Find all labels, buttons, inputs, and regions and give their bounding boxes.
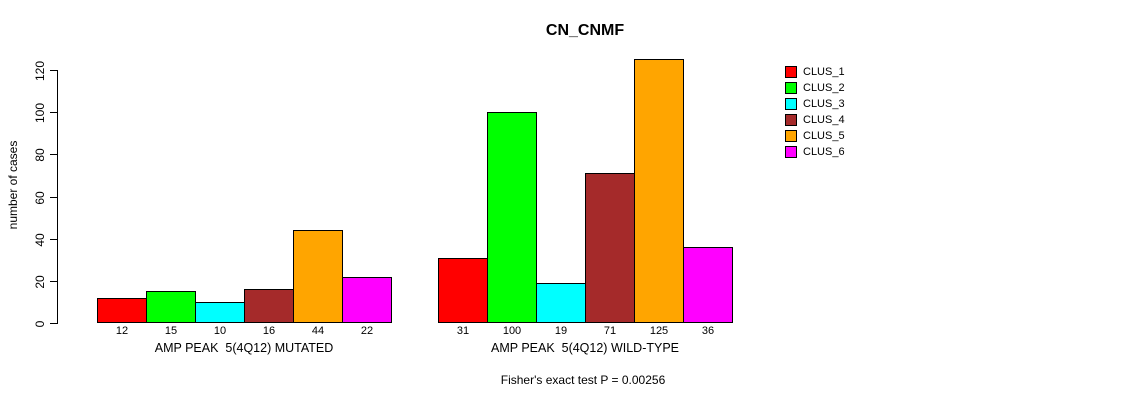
bar-clus_3 xyxy=(536,283,586,323)
bar-value-label: 12 xyxy=(115,325,129,337)
legend-item: CLUS_4 xyxy=(785,112,845,128)
legend-swatch-clus_4 xyxy=(785,114,797,126)
y-axis-line xyxy=(57,70,58,324)
bar-value-label: 44 xyxy=(311,325,325,337)
bar-value-label: 36 xyxy=(701,325,715,337)
bar-value-label: 22 xyxy=(360,325,374,337)
y-axis-tick-label: 40 xyxy=(33,232,47,247)
legend-item: CLUS_3 xyxy=(785,96,845,112)
annotation-text: Fisher's exact test P = 0.00256 xyxy=(500,373,666,387)
y-axis-tick-label: 100 xyxy=(33,102,47,123)
bar-value-label: 100 xyxy=(502,325,522,337)
bar-value-label: 10 xyxy=(213,325,227,337)
legend-item: CLUS_5 xyxy=(785,128,845,144)
legend-item: CLUS_2 xyxy=(785,80,845,96)
bar-value-label: 15 xyxy=(164,325,178,337)
legend-swatch-clus_1 xyxy=(785,66,797,78)
bar-value-label: 31 xyxy=(456,325,470,337)
y-axis-tick-label: 60 xyxy=(33,190,47,205)
legend-label: CLUS_3 xyxy=(803,98,845,110)
legend-item: CLUS_6 xyxy=(785,144,845,160)
bar-clus_3 xyxy=(195,302,245,323)
bar-clus_5 xyxy=(293,230,343,323)
y-axis-tick xyxy=(50,197,57,198)
legend-swatch-clus_6 xyxy=(785,146,797,158)
y-axis-tick-label: 80 xyxy=(33,147,47,162)
legend-swatch-clus_5 xyxy=(785,130,797,142)
bar-clus_2 xyxy=(146,291,196,323)
bar-clus_6 xyxy=(342,277,392,323)
bar-value-label: 125 xyxy=(649,325,669,337)
legend-item: CLUS_1 xyxy=(785,64,845,80)
bar-value-label: 16 xyxy=(262,325,276,337)
bar-clus_1 xyxy=(97,298,147,323)
chart-title: CN_CNMF xyxy=(545,22,625,39)
y-axis-tick xyxy=(50,70,57,71)
x-axis-group-label: AMP PEAK 5(4Q12) WILD-TYPE xyxy=(490,341,680,355)
bar-value-label: 71 xyxy=(603,325,617,337)
bar-clus_5 xyxy=(634,59,684,323)
legend-label: CLUS_4 xyxy=(803,114,845,126)
bar-value-label: 19 xyxy=(554,325,568,337)
legend-label: CLUS_2 xyxy=(803,82,845,94)
legend-label: CLUS_1 xyxy=(803,66,845,78)
bar-clus_1 xyxy=(438,258,488,323)
legend-swatch-clus_2 xyxy=(785,82,797,94)
legend: CLUS_1 CLUS_2 CLUS_3 CLUS_4 CLUS_5 CLUS_6 xyxy=(785,64,845,160)
y-axis-tick xyxy=(50,323,57,324)
y-axis-tick xyxy=(50,281,57,282)
y-axis-tick xyxy=(50,154,57,155)
x-axis-group-label: AMP PEAK 5(4Q12) MUTATED xyxy=(154,341,334,355)
legend-label: CLUS_6 xyxy=(803,146,845,158)
y-axis-tick-label: 120 xyxy=(33,60,47,81)
bar-clus_2 xyxy=(487,112,537,323)
y-axis-label: number of cases xyxy=(6,140,20,230)
bar-clus_4 xyxy=(585,173,635,323)
bar-clus_6 xyxy=(683,247,733,323)
y-axis-tick-label: 0 xyxy=(33,320,47,327)
y-axis-tick xyxy=(50,112,57,113)
y-axis-tick xyxy=(50,239,57,240)
legend-swatch-clus_3 xyxy=(785,98,797,110)
y-axis-tick-label: 20 xyxy=(33,274,47,289)
bar-clus_4 xyxy=(244,289,294,323)
legend-label: CLUS_5 xyxy=(803,130,845,142)
